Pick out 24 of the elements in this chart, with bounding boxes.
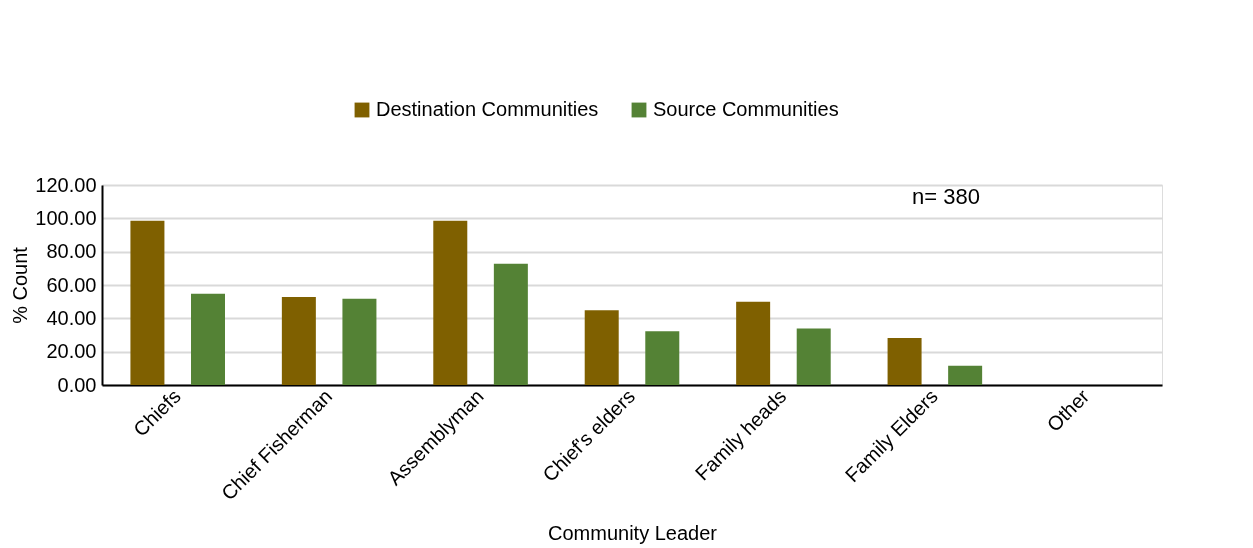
bar <box>584 310 619 385</box>
y-tick-label: 40.00 <box>46 306 97 329</box>
y-tick-label: 80.00 <box>46 240 97 263</box>
y-tick-label: 120.00 <box>35 173 97 196</box>
bar <box>433 220 468 385</box>
bar <box>948 365 983 385</box>
bar <box>645 331 680 385</box>
y-axis-title: % Count <box>9 246 32 324</box>
bar <box>130 220 165 385</box>
y-tick-label: 20.00 <box>46 340 97 363</box>
bar <box>736 301 771 385</box>
legend-label: Destination Communities <box>376 98 599 120</box>
legend-label: Source Communities <box>653 98 839 120</box>
bar <box>796 328 831 385</box>
bar <box>493 263 528 385</box>
annotation: n= 380 <box>912 184 980 209</box>
bar <box>281 297 316 385</box>
bar <box>342 298 377 385</box>
bar <box>887 338 922 385</box>
y-tick-label: 60.00 <box>46 273 97 296</box>
bar <box>191 293 225 385</box>
y-tick-label: 0.00 <box>57 373 97 396</box>
y-tick-label: 100.00 <box>35 206 97 229</box>
x-axis-title: Community Leader <box>548 522 718 545</box>
